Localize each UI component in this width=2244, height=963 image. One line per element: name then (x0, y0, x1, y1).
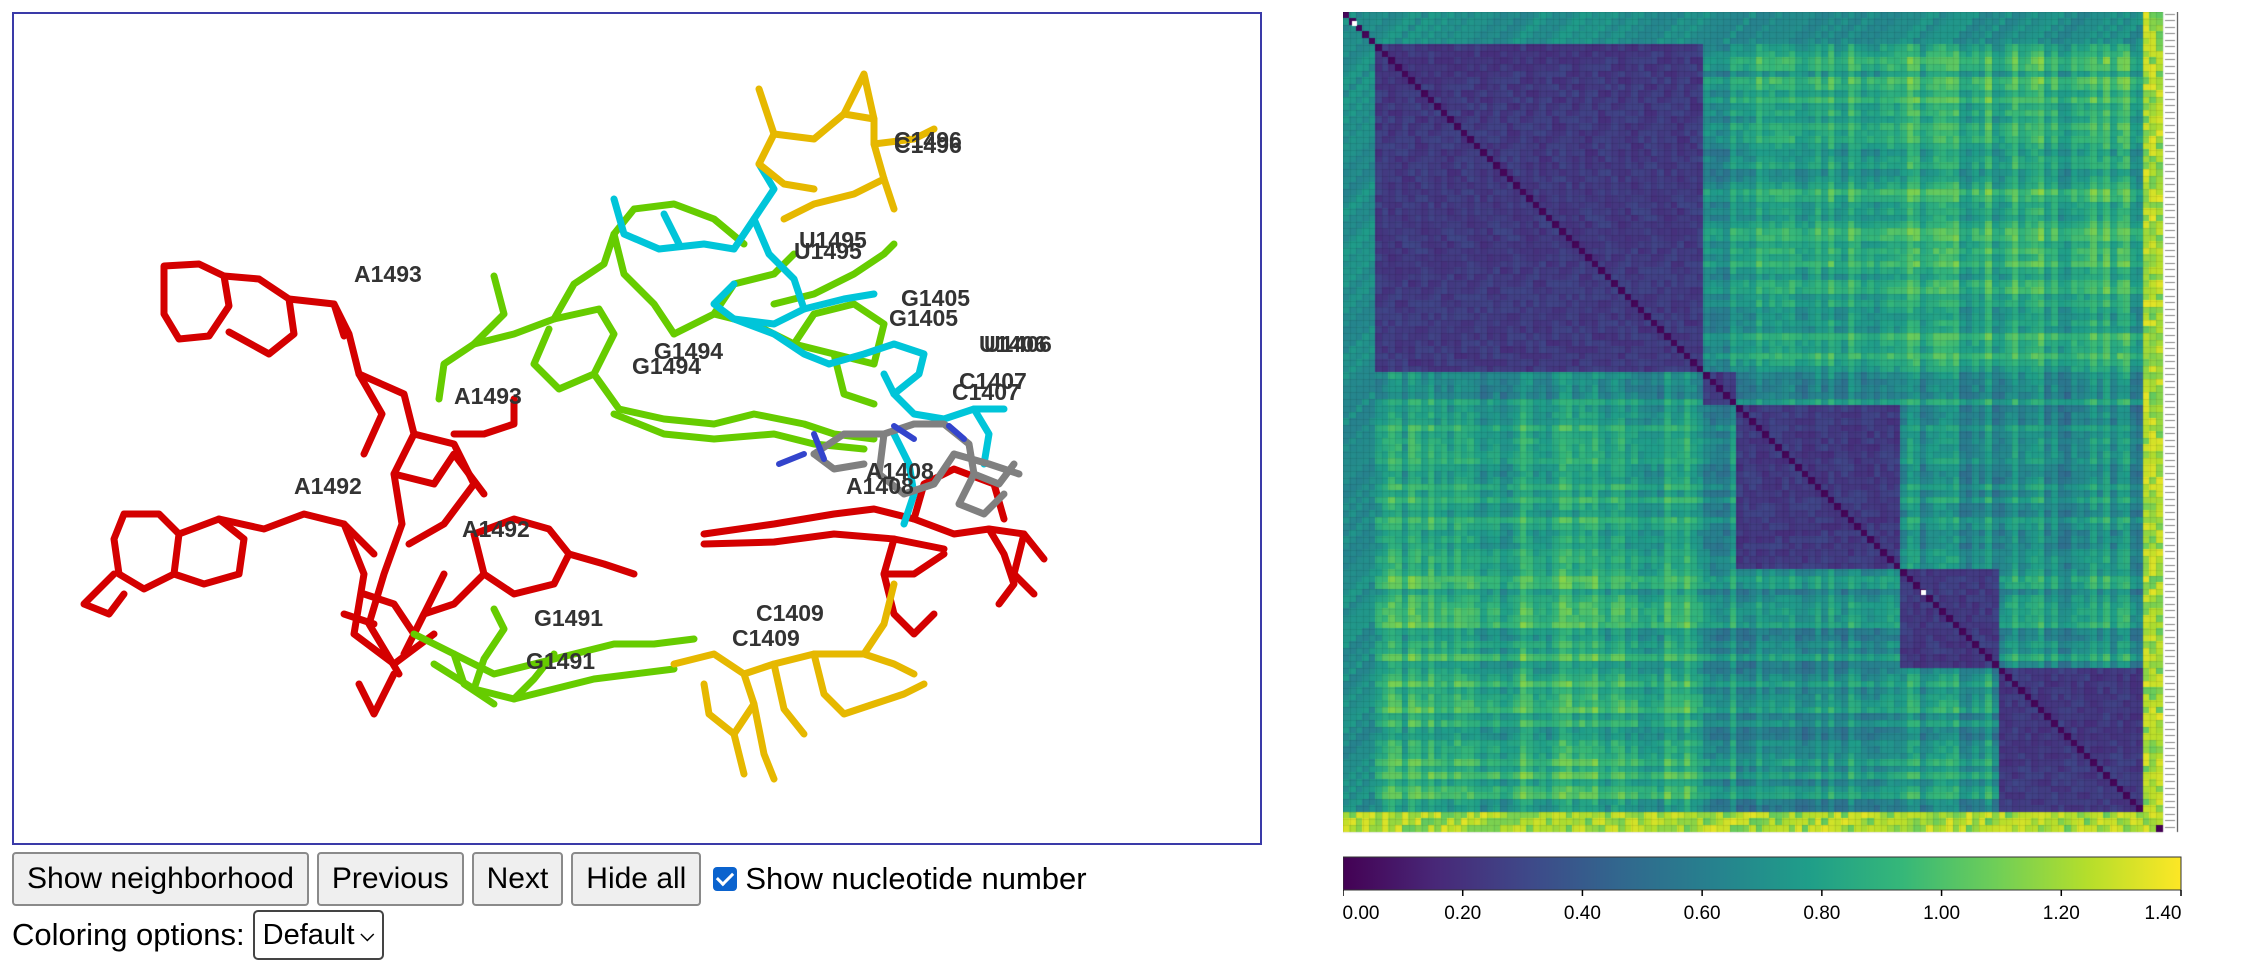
hide-all-button[interactable]: Hide all (571, 852, 702, 906)
nucleotide-label: G1405 (889, 305, 958, 331)
nucleotide-label: G1491 (526, 648, 595, 674)
nucleotide-label: A1408 (866, 458, 934, 484)
coloring-options: Coloring options: Default ⌵ (12, 910, 385, 960)
colorbar-tick-label: 1.00 (1923, 903, 1960, 924)
nucleotide-label: C1496 (894, 127, 962, 153)
colorbar-tick-label: 0.40 (1564, 903, 1601, 924)
show-nucleotide-number-toggle[interactable]: Show nucleotide number (713, 861, 1087, 897)
nucleotide-label: C1496 (894, 132, 962, 158)
coloring-options-label: Coloring options: (12, 917, 245, 952)
colorbar-tick-label: 0.20 (1444, 903, 1481, 924)
show-neighborhood-button[interactable]: Show neighborhood (12, 852, 309, 906)
nucleotide-label: U1406 (979, 331, 1047, 357)
nitrogen-atoms (776, 423, 967, 467)
show-nucleotide-number-checkbox[interactable] (713, 867, 738, 891)
nucleotide-label: G1494 (632, 353, 701, 379)
distance-heatmap[interactable] (1343, 12, 2181, 850)
nucleotide-label: C1407 (952, 379, 1020, 405)
colorbar-tick-label: 0.00 (1343, 903, 1379, 924)
nucleotide-label: U1495 (794, 238, 862, 264)
colorbar-tick-label: 0.60 (1684, 903, 1721, 924)
nucleotide-label: A1493 (354, 261, 422, 287)
nucleotide-label: A1492 (462, 516, 530, 542)
colorbar-gradient (1343, 856, 2182, 891)
nucleotide-label: A1408 (846, 473, 914, 499)
next-button[interactable]: Next (471, 852, 564, 906)
uracil-residues (610, 160, 1008, 528)
adenine-residues (80, 260, 1048, 718)
nucleotide-label: G1405 (901, 285, 970, 311)
chevron-down-icon: ⌵ (360, 924, 375, 945)
nucleotide-label: G1491 (534, 605, 603, 631)
colorbar-ticks: 0.00 0.20 0.40 0.60 0.80 1.00 1.20 1.40 (1343, 890, 2182, 924)
nucleotide-label: A1492 (294, 473, 362, 499)
nucleotide-label: C1409 (732, 625, 800, 651)
other-residues (810, 420, 1023, 518)
nucleotide-label: G1494 (654, 338, 723, 364)
cytosine-residues (670, 70, 938, 783)
colorbar-tick-label: 0.80 (1803, 903, 1840, 924)
nucleotide-label: U1406 (984, 331, 1052, 357)
coloring-select-value: Default (262, 918, 355, 951)
nucleotide-label: U1495 (799, 227, 867, 253)
coloring-select[interactable]: Default ⌵ (252, 910, 385, 960)
colorbar-tick-label: 1.20 (2043, 903, 2080, 924)
molecule-viewer[interactable]: A1493 A1493 A1492 A1492 G1494 G1494 C1496 C1496… (12, 12, 1262, 845)
colorbar-tick-label: 1.40 (2145, 903, 2182, 924)
show-nucleotide-number-label: Show nucleotide number (745, 861, 1087, 896)
previous-button[interactable]: Previous (316, 852, 464, 906)
nucleotide-label: C1407 (959, 368, 1027, 394)
nucleotide-label: A1493 (454, 383, 522, 409)
nucleotide-label: C1409 (756, 600, 824, 626)
viewer-controls: Show neighborhood Previous Next Hide all… (12, 852, 1087, 906)
colorbar: 0.00 0.20 0.40 0.60 0.80 1.00 1.20 1.40 (1343, 856, 2182, 924)
